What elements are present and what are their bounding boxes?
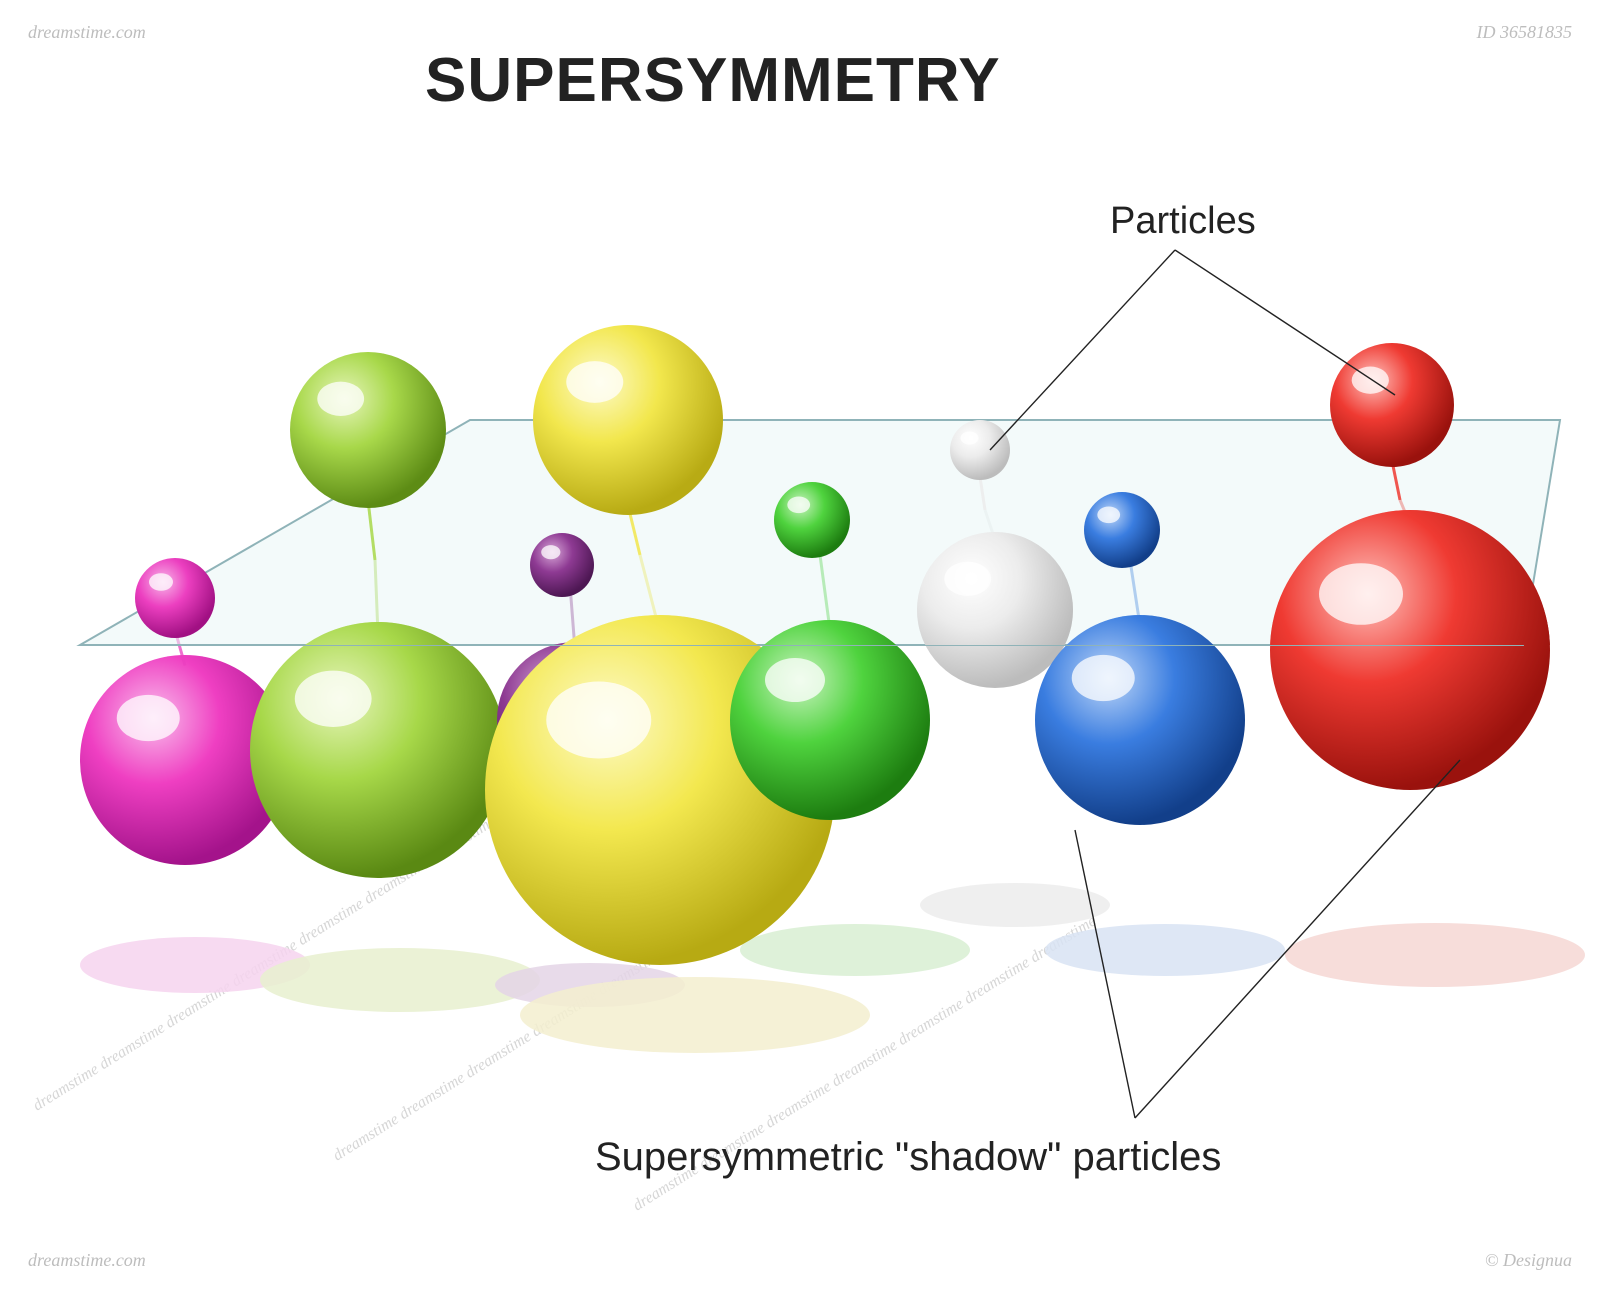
floor-shadow-blue: [1045, 924, 1285, 976]
sphere-white-top: [950, 420, 1010, 480]
sphere-green-top: [774, 482, 850, 558]
highlight-lime-top: [317, 382, 364, 416]
sphere-yellow-top: [533, 325, 723, 515]
watermark-top-left: dreamstime.com: [28, 22, 146, 43]
floor-shadow-white: [920, 883, 1110, 927]
floor-shadow-yellow: [520, 977, 870, 1053]
highlight-purple-top: [541, 545, 560, 559]
highlight-yellow-top: [566, 361, 623, 403]
highlight-yellow-bottom: [546, 682, 651, 759]
diagram-svg: [0, 0, 1600, 1293]
highlight-magenta-bottom: [117, 695, 180, 741]
sphere-purple-top: [530, 533, 594, 597]
sphere-blue-top: [1084, 492, 1160, 568]
highlight-magenta-top: [149, 573, 173, 591]
highlight-lime-bottom: [295, 671, 372, 727]
callout-line: [1175, 250, 1395, 395]
sphere-lime-top: [290, 352, 446, 508]
highlight-blue-top: [1097, 506, 1120, 523]
watermark-author: © Designua: [1485, 1250, 1572, 1271]
sphere-green-bottom: [730, 620, 930, 820]
watermark-id: ID 36581835: [1477, 22, 1573, 43]
sphere-magenta-top: [135, 558, 215, 638]
sphere-red-top: [1330, 343, 1454, 467]
page-title: SUPERSYMMETRY: [425, 45, 1001, 116]
floor-shadow-green: [740, 924, 970, 976]
highlight-white-bottom-slice: [944, 562, 991, 596]
highlight-green-bottom: [765, 658, 825, 702]
sphere-blue-bottom: [1035, 615, 1245, 825]
highlight-white-top: [961, 431, 979, 444]
floor-shadow-red: [1285, 923, 1585, 987]
label-particles: Particles: [1110, 200, 1256, 243]
diagram-stage: dreamstime dreamstime dreamstime dreamst…: [0, 0, 1600, 1293]
highlight-blue-bottom: [1072, 655, 1135, 701]
label-shadow-particles: Supersymmetric "shadow" particles: [595, 1135, 1221, 1180]
highlight-red-bottom-slice: [1319, 563, 1403, 625]
watermark-bottom-left: dreamstime.com: [28, 1250, 146, 1271]
highlight-green-top: [787, 496, 810, 513]
sphere-lime-bottom: [250, 622, 506, 878]
